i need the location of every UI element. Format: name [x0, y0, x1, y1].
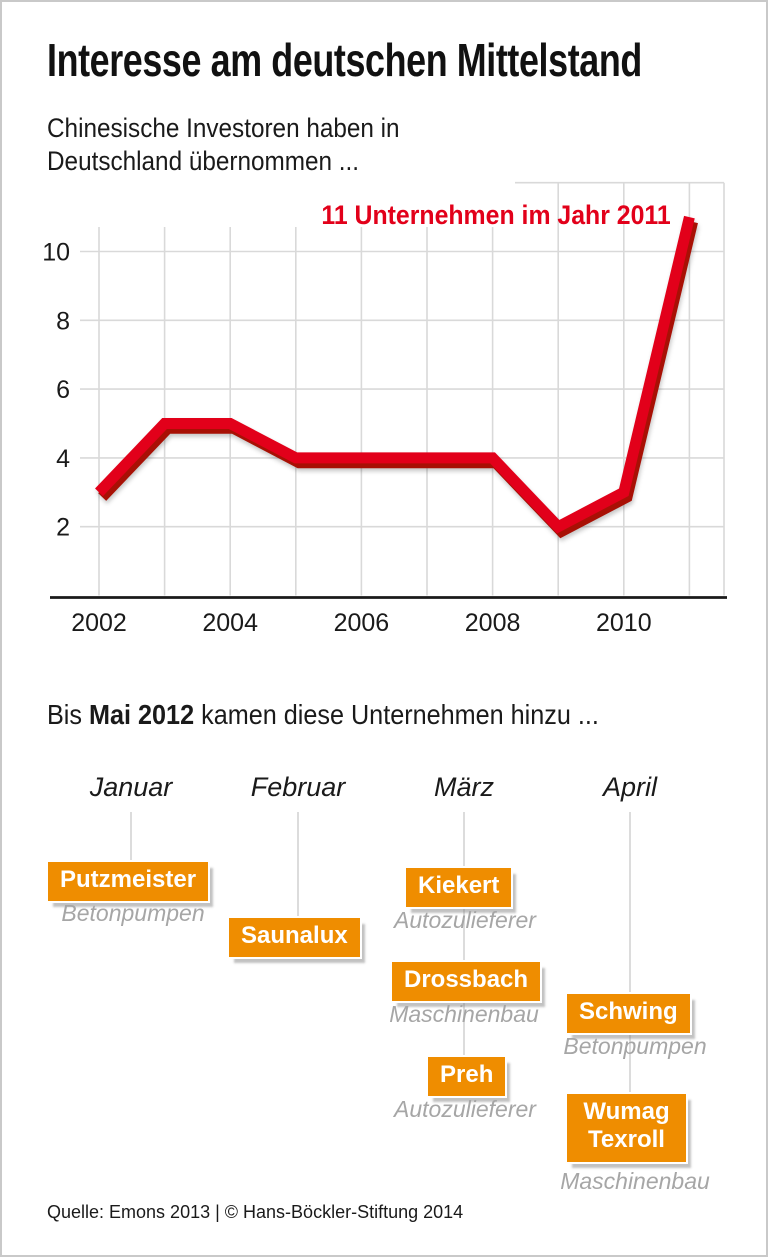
company-box-putzmeister: Putzmeister — [48, 862, 209, 902]
y-tick-label: 2 — [56, 514, 70, 542]
x-tick-label: 2010 — [596, 609, 652, 637]
month-label-januar: Januar — [89, 772, 173, 802]
month-line-april — [629, 812, 631, 1100]
intro-2012-text: Bis Mai 2012 kamen diese Unternehmen hin… — [47, 699, 599, 731]
page-subtitle: Chinesische Investoren haben in Deutschl… — [47, 112, 400, 178]
x-tick-label: 2008 — [465, 609, 521, 637]
chart-annotation: 11 Unternehmen im Jahr 2011 — [321, 200, 671, 230]
month-label-maerz: März — [434, 772, 494, 802]
series-line — [95, 215, 695, 534]
series-line-shadow — [98, 220, 698, 539]
x-tick-label: 2002 — [71, 609, 127, 637]
month-line-februar — [297, 812, 299, 924]
x-tick-label: 2006 — [334, 609, 390, 637]
subtitle-line-2: Deutschland übernommen ... — [47, 146, 360, 176]
company-box-drossbach: Drossbach — [392, 962, 541, 1002]
company-box-kiekert: Kiekert — [406, 868, 512, 908]
y-tick-label: 4 — [56, 445, 70, 473]
month-label-april: April — [602, 772, 658, 802]
company-box-schwing: Schwing — [567, 994, 690, 1034]
intro-2012-bold: Mai 2012 — [89, 699, 195, 730]
x-tick-label: 2004 — [202, 609, 258, 637]
industry-caption-wumag-texroll: Maschinenbau — [560, 1168, 710, 1194]
company-box-preh: Preh — [428, 1057, 506, 1097]
industry-caption-preh: Autozulieferer — [394, 1096, 536, 1122]
month-label-februar: Februar — [250, 772, 346, 802]
y-tick-label: 6 — [56, 376, 70, 404]
y-tick-label: 10 — [42, 239, 70, 267]
source-line: Quelle: Emons 2013 | © Hans-Böckler-Stif… — [47, 1202, 464, 1222]
y-tick-label: 8 — [56, 307, 70, 335]
intro-2012-prefix: Bis — [47, 699, 90, 730]
company-box-saunalux: Saunalux — [229, 918, 360, 958]
industry-caption-kiekert: Autozulieferer — [394, 907, 536, 933]
subtitle-line-1: Chinesische Investoren haben in — [47, 113, 400, 143]
line-chart-canvas: 2002 2004 2006 2008 2010 2 4 6 8 10 — [42, 181, 727, 637]
intro-2012-suffix: kamen diese Unternehmen hinzu ... — [194, 699, 599, 730]
month-line-maerz — [463, 812, 465, 1062]
company-box-wumag-texroll: Wumag Texroll — [567, 1094, 686, 1162]
industry-caption-schwing: Betonpumpen — [563, 1033, 707, 1059]
series-line-group — [95, 215, 698, 539]
page-title: Interesse am deutschen Mittelstand — [47, 34, 642, 86]
industry-caption-putzmeister: Betonpumpen — [61, 900, 205, 926]
industry-caption-drossbach: Maschinenbau — [389, 1001, 539, 1027]
month-line-januar — [130, 812, 132, 870]
